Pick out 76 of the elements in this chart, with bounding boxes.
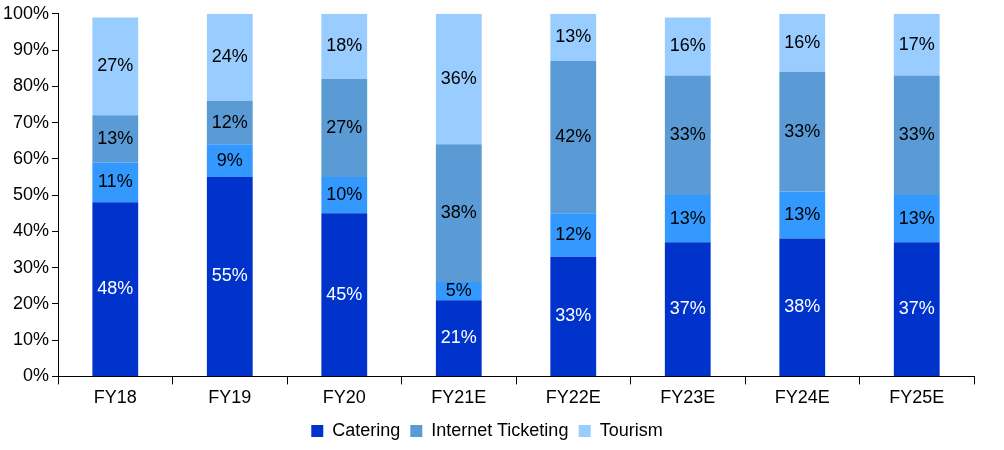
data-label: 13% bbox=[784, 204, 821, 225]
data-label: 55% bbox=[211, 265, 248, 286]
bar bbox=[321, 79, 368, 177]
y-tick-label: 0% bbox=[23, 365, 50, 386]
x-tick-label: FY25E bbox=[889, 387, 945, 408]
legend-label: Internet Ticketing bbox=[431, 419, 569, 440]
bar bbox=[664, 242, 711, 376]
data-label: 16% bbox=[669, 35, 706, 56]
data-label: 33% bbox=[669, 124, 706, 145]
data-label: 10% bbox=[326, 184, 363, 205]
bar bbox=[435, 144, 482, 283]
data-label: 12% bbox=[555, 223, 592, 244]
y-tick-label: 30% bbox=[13, 256, 50, 277]
data-label: 13% bbox=[555, 26, 592, 47]
x-tick-label: FY18 bbox=[93, 387, 137, 408]
y-tick-label: 100% bbox=[2, 2, 50, 23]
data-label: 18% bbox=[326, 35, 363, 56]
bar bbox=[321, 213, 368, 376]
data-label: 13% bbox=[669, 207, 706, 228]
data-label: 12% bbox=[211, 111, 248, 132]
bar bbox=[664, 17, 711, 76]
bar bbox=[779, 71, 826, 192]
data-label: 38% bbox=[784, 296, 821, 317]
data-label: 37% bbox=[669, 298, 706, 319]
y-tick-label: 50% bbox=[13, 184, 50, 205]
bar bbox=[664, 75, 711, 196]
data-label: 48% bbox=[97, 278, 134, 299]
data-label: 33% bbox=[555, 305, 592, 326]
bar bbox=[206, 13, 253, 101]
data-label: 21% bbox=[440, 327, 477, 348]
legend-label: Tourism bbox=[599, 419, 663, 440]
data-label: 16% bbox=[784, 31, 821, 52]
bar bbox=[550, 256, 597, 376]
bar bbox=[779, 13, 826, 72]
bar bbox=[779, 191, 826, 239]
data-label: 9% bbox=[216, 149, 243, 170]
y-tick-label: 20% bbox=[13, 292, 50, 313]
data-label: 37% bbox=[898, 298, 935, 319]
data-label: 17% bbox=[898, 33, 935, 54]
data-label: 27% bbox=[326, 116, 363, 137]
bar bbox=[206, 176, 253, 376]
data-label: 36% bbox=[440, 68, 477, 89]
data-label: 13% bbox=[898, 207, 935, 228]
y-tick-label: 40% bbox=[13, 220, 50, 241]
data-label: 13% bbox=[97, 127, 134, 148]
bar bbox=[92, 202, 139, 376]
bar bbox=[893, 75, 940, 196]
bar bbox=[893, 13, 940, 76]
data-label: 11% bbox=[97, 171, 133, 192]
data-label: 5% bbox=[445, 280, 472, 301]
x-tick-label: FY22E bbox=[545, 387, 601, 408]
x-tick-label: FY21E bbox=[431, 387, 487, 408]
y-tick-label: 80% bbox=[13, 75, 50, 96]
legend-label: Catering bbox=[332, 419, 401, 440]
x-tick-label: FY24E bbox=[774, 387, 830, 408]
bar bbox=[321, 13, 368, 80]
x-tick-label: FY23E bbox=[660, 387, 716, 408]
y-tick-label: 70% bbox=[13, 111, 50, 132]
data-label: 45% bbox=[326, 283, 363, 304]
data-label: 38% bbox=[440, 202, 477, 223]
x-tick-label: FY20 bbox=[322, 387, 366, 408]
data-label: 33% bbox=[898, 124, 935, 145]
bar bbox=[893, 242, 940, 376]
bar bbox=[779, 238, 826, 376]
y-tick-label: 60% bbox=[13, 147, 50, 168]
bar bbox=[435, 300, 482, 376]
bar bbox=[435, 13, 482, 145]
data-label: 42% bbox=[555, 126, 592, 147]
y-tick-label: 90% bbox=[13, 39, 50, 60]
bar bbox=[550, 60, 597, 214]
y-tick-label: 10% bbox=[13, 329, 50, 350]
bar bbox=[92, 17, 139, 116]
data-label: 33% bbox=[784, 120, 821, 141]
data-label: 27% bbox=[97, 55, 134, 76]
data-label: 24% bbox=[211, 46, 248, 67]
x-tick-label: FY19 bbox=[208, 387, 252, 408]
